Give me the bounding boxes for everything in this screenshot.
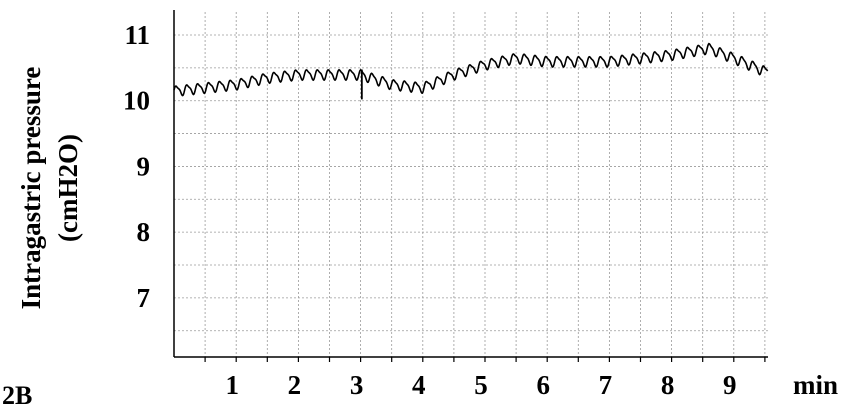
y-tick-label: 10	[123, 86, 150, 116]
x-tick-labels: 1 2 3 4 5 6 7 8 9	[225, 370, 736, 400]
panel-label: 2B	[2, 381, 33, 410]
y-tick-label: 7	[137, 283, 151, 313]
x-tick-label: 9	[723, 370, 737, 400]
x-tick-label: 1	[225, 370, 239, 400]
pressure-trace-line	[173, 42, 769, 97]
y-axis-title-line1: Intragastric pressure	[16, 67, 46, 310]
axes	[173, 10, 768, 362]
x-tick-label: 6	[536, 370, 550, 400]
x-tick-label: 2	[288, 370, 302, 400]
y-tick-label: 9	[137, 151, 151, 181]
y-tick-label: 8	[137, 217, 151, 247]
x-tick-label: 5	[474, 370, 488, 400]
x-unit-label: min	[793, 370, 838, 400]
x-tick-label: 7	[599, 370, 613, 400]
x-tick-label: 4	[412, 370, 426, 400]
grid-lines	[174, 12, 768, 357]
y-tick-labels: 7 8 9 10 11	[123, 20, 150, 313]
y-axis-title: Intragastric pressure (cmH2O)	[16, 67, 83, 310]
x-tick-label: 3	[350, 370, 364, 400]
y-axis-title-line2: (cmH2O)	[53, 134, 83, 242]
x-tick-label: 8	[661, 370, 675, 400]
y-tick-label: 11	[124, 20, 150, 50]
